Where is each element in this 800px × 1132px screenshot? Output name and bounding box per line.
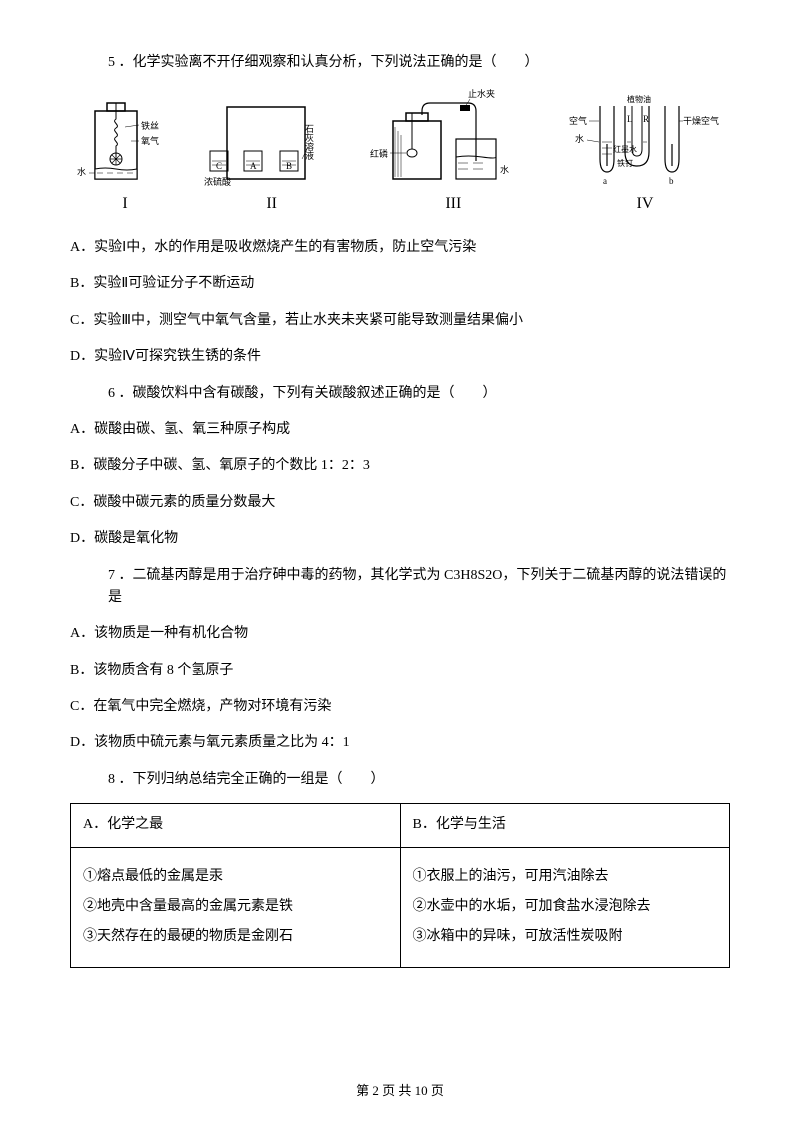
page-footer: 第 2 页 共 10 页 [0,1081,800,1102]
q6-stem: 6 ．碳酸饮料中含有碳酸，下列有关碳酸叙述正确的是（ ） [108,383,730,405]
d4-label: IV [637,191,654,217]
q5-stem: 5 ．化学实验离不开仔细观察和认真分析，下列说法正确的是（ ） [108,52,730,74]
q8-b-l3: ③冰箱中的异味，可放活性炭吸附 [413,926,718,948]
q8-cell-b: ①衣服上的油污，可用汽油除去 ②水壶中的水垢，可加食盐水浸泡除去 ③冰箱中的异味… [400,847,730,967]
q8-b-l2: ②水壶中的水垢，可加食盐水浸泡除去 [413,896,718,918]
d2-A: A [250,161,257,171]
diagram-1: 铁丝 氧气 水 I [75,99,175,217]
q8-head-a: A．化学之最 [71,804,401,847]
d4-dry: 干燥空气 [683,115,719,126]
q8-cell-a: ①熔点最低的金属是汞 ②地壳中含量最高的金属元素是铁 ③天然存在的最硬的物质是金… [71,847,401,967]
q8-b-l1: ①衣服上的油污，可用汽油除去 [413,866,718,888]
d1-wire: 铁丝 [141,120,159,131]
d3-clip: 止水夹 [468,89,495,99]
q8-a-l1: ①熔点最低的金属是汞 [83,866,388,888]
d3-phos: 红磷 [370,148,388,159]
q5-diagrams: 铁丝 氧气 水 I C A B 浓硫酸 石灰溶液 II [70,89,730,217]
d4-R: R [643,114,649,124]
d1-water: 水 [77,166,86,177]
d4-air: 空气 [569,115,587,126]
q8-head-b: B．化学与生活 [400,804,730,847]
d4-a: a [603,176,607,186]
q5-option-a: A．实验Ⅰ中，水的作用是吸收燃烧产生的有害物质，防止空气污染 [70,237,730,259]
d4-plant: 植物油 [627,94,651,104]
d4-water: 水 [575,133,584,144]
diagram-3: 止水夹 红磷 水 III [368,89,538,217]
diagram-4-svg: L R 空气 水 植物油 干燥空气 红墨水 铁钉 a b [565,94,725,189]
d2-B: B [286,161,292,171]
q7-option-c: C．在氧气中完全燃烧，产物对环境有污染 [70,696,730,718]
diagram-2-svg: C A B 浓硫酸 石灰溶液 [202,99,342,189]
d3-water: 水 [500,164,509,175]
d4-nail: 铁钉 [617,158,633,168]
q8-table: A．化学之最 B．化学与生活 ①熔点最低的金属是汞 ②地壳中含量最高的金属元素是… [70,803,730,968]
d4-b: b [669,176,674,186]
d2-acid: 浓硫酸 [204,176,231,187]
diagram-1-svg: 铁丝 氧气 水 [75,99,175,189]
q5-option-b: B．实验Ⅱ可验证分子不断运动 [70,273,730,295]
d2-lime: 石灰溶液 [304,124,314,161]
d4-L: L [627,114,633,124]
diagram-4: L R 空气 水 植物油 干燥空气 红墨水 铁钉 a b IV [565,94,725,217]
q7-stem: 7 ．二硫基丙醇是用于治疗砷中毒的药物，其化学式为 C3H8S2O，下列关于二硫… [108,565,730,610]
q6-option-d: D．碳酸是氧化物 [70,528,730,550]
q7-option-b: B．该物质含有 8 个氢原子 [70,660,730,682]
q8-stem: 8 ．下列归纳总结完全正确的一组是（ ） [108,769,730,791]
q8-a-l3: ③天然存在的最硬的物质是金刚石 [83,926,388,948]
d4-ink: 红墨水 [613,144,637,154]
q5-option-c: C．实验Ⅲ中，测空气中氧气含量，若止水夹未夹紧可能导致测量结果偏小 [70,310,730,332]
q8-a-l2: ②地壳中含量最高的金属元素是铁 [83,896,388,918]
d3-label: III [445,191,461,217]
d2-C: C [216,161,222,171]
d1-label: I [122,191,127,217]
q7-option-a: A．该物质是一种有机化合物 [70,623,730,645]
d2-label: II [266,191,277,217]
q6-option-b: B．碳酸分子中碳、氢、氧原子的个数比 1：2：3 [70,455,730,477]
q7-option-d: D．该物质中硫元素与氧元素质量之比为 4：1 [70,732,730,754]
diagram-2: C A B 浓硫酸 石灰溶液 II [202,99,342,217]
d1-oxygen: 氧气 [141,135,159,146]
q6-option-c: C．碳酸中碳元素的质量分数最大 [70,492,730,514]
q6-option-a: A．碳酸由碳、氢、氧三种原子构成 [70,419,730,441]
q5-option-d: D．实验Ⅳ可探究铁生锈的条件 [70,346,730,368]
diagram-3-svg: 止水夹 红磷 水 [368,89,538,189]
